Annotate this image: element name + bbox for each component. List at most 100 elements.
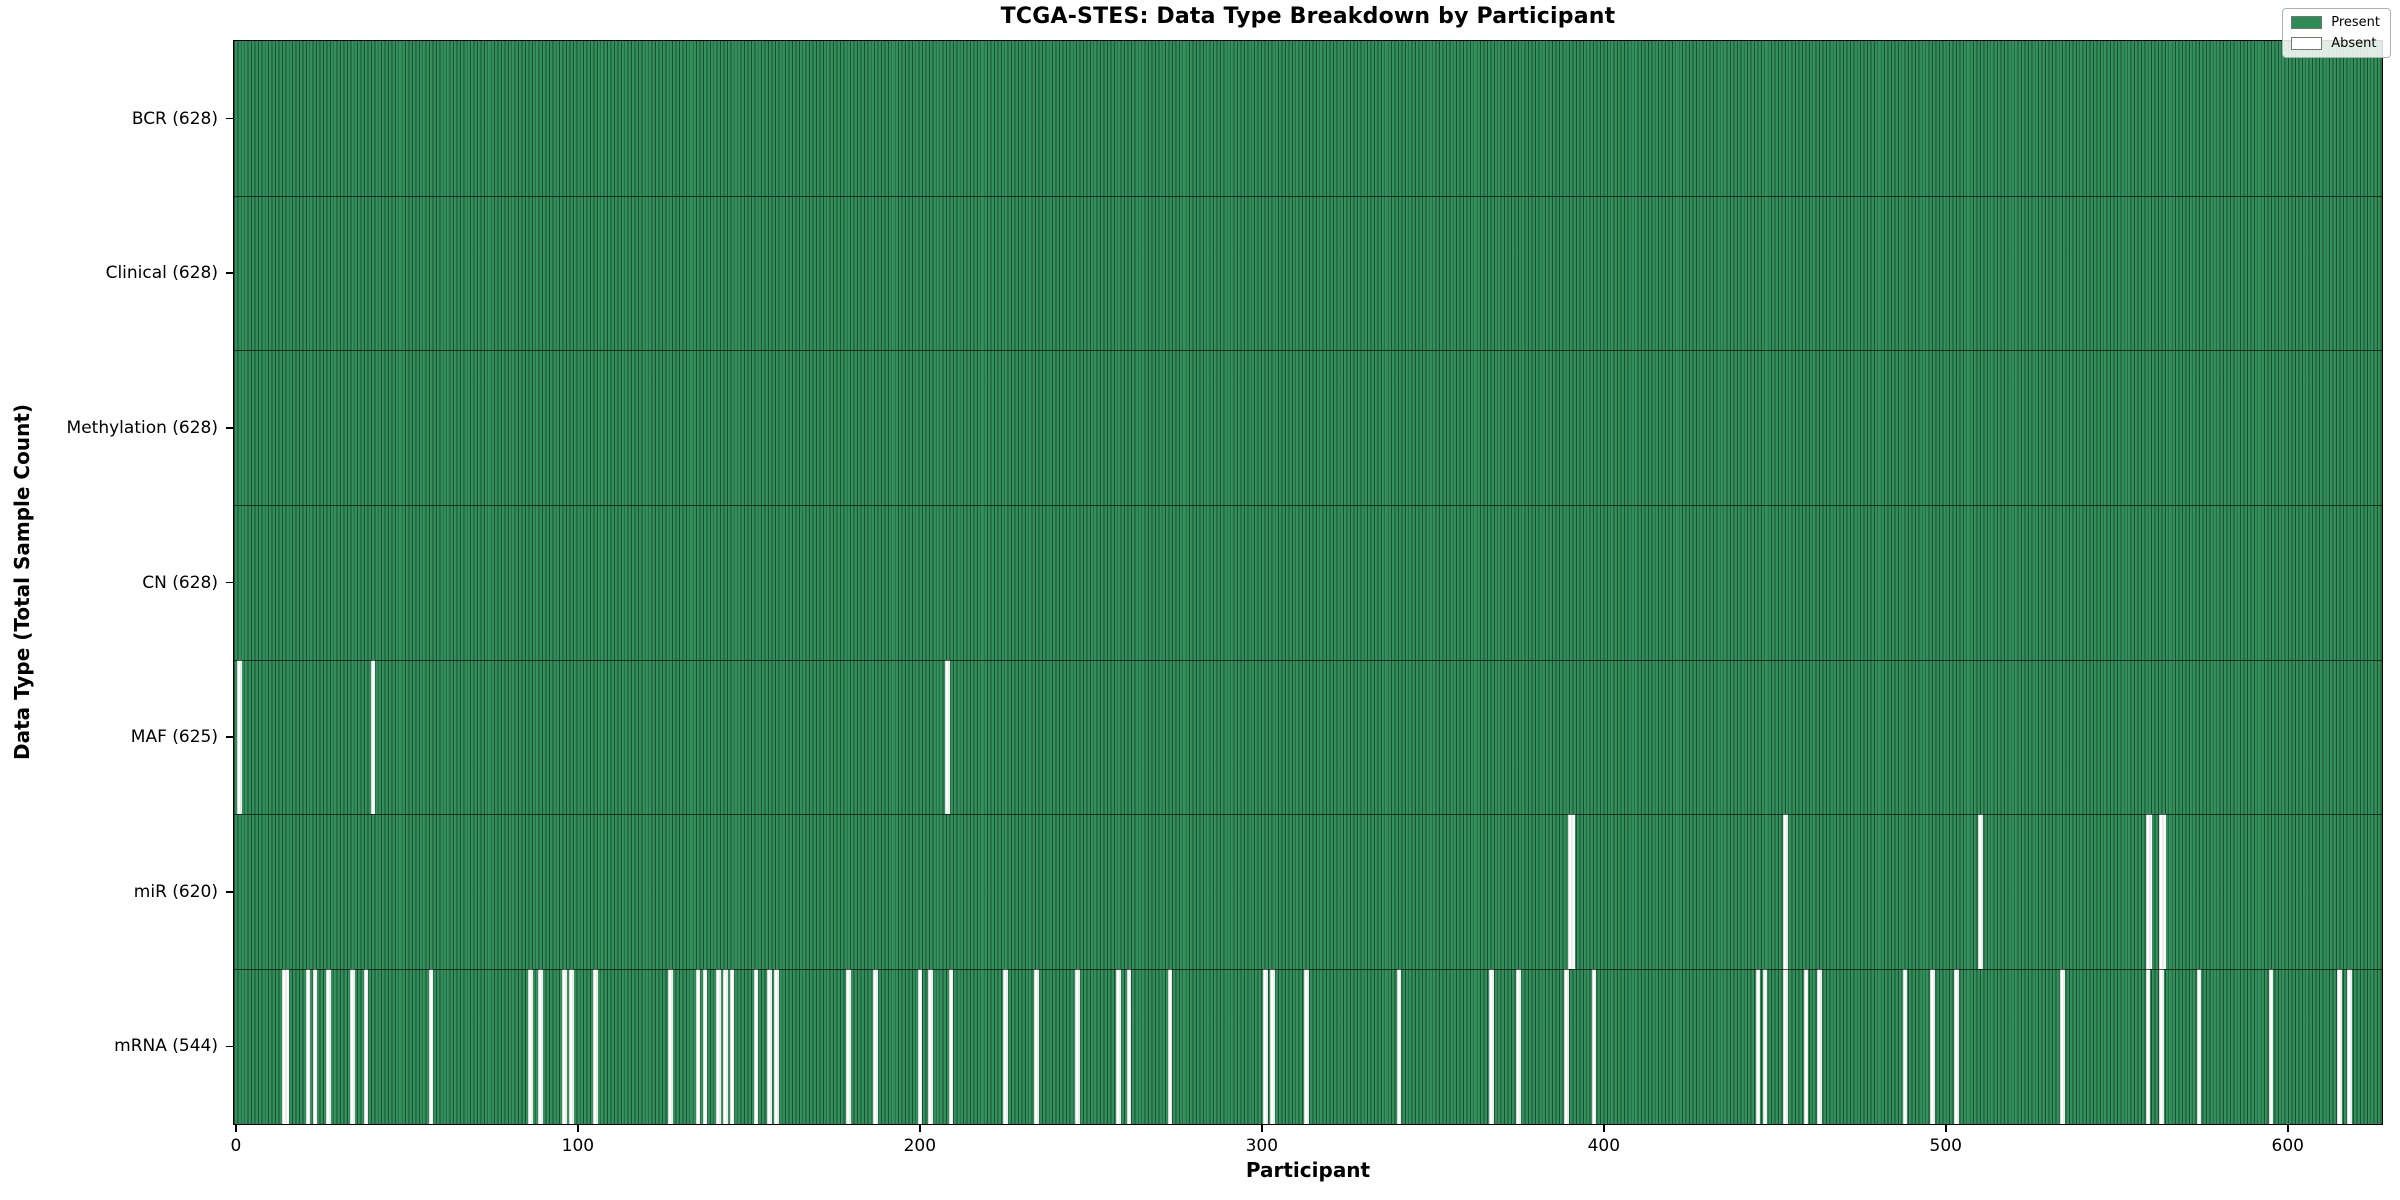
y-tick-label-Methylation: Methylation (628): [66, 417, 218, 438]
absent-stripe: [428, 968, 434, 1124]
x-tick-mark: [919, 1125, 921, 1132]
absent-stripe: [1003, 968, 1008, 1124]
heatmap-row-mRNA: [234, 968, 2382, 1124]
absent-stripe: [2145, 814, 2153, 969]
x-tick-mark: [235, 1125, 237, 1132]
row-divider: [234, 195, 2382, 197]
absent-stripe: [2145, 968, 2151, 1124]
row-divider: [234, 659, 2382, 661]
x-tick-mark: [2287, 1125, 2289, 1132]
x-axis-label: Participant: [1245, 1158, 1371, 1182]
chart-title: TCGA-STES: Data Type Breakdown by Partic…: [1000, 4, 1616, 29]
absent-stripe: [1817, 968, 1822, 1124]
absent-stripe: [312, 968, 318, 1124]
heatmap-row-Methylation: [234, 350, 2382, 505]
row-divider: [234, 814, 2382, 816]
absent-stripe: [1396, 968, 1402, 1124]
heatmap-row-miR: [234, 814, 2382, 969]
x-tick-label-200: 200: [903, 1136, 937, 1156]
absent-stripe: [370, 659, 376, 815]
x-tick-mark: [1603, 1125, 1605, 1132]
absent-stripe: [1263, 968, 1268, 1124]
absent-stripe: [1902, 968, 1908, 1124]
absent-swatch-icon: [2291, 37, 2323, 50]
y-tick-label-BCR: BCR (628): [131, 108, 218, 129]
absent-stripe: [1954, 968, 1959, 1124]
y-tick-mark: [226, 117, 233, 120]
absent-stripe: [774, 968, 779, 1124]
row-divider: [234, 968, 2382, 970]
absent-stripe: [1167, 968, 1173, 1124]
y-tick-mark: [226, 736, 233, 738]
absent-stripe: [237, 659, 242, 815]
heatmap-row-Clinical: [234, 195, 2382, 351]
absent-stripe: [702, 968, 707, 1124]
absent-stripe: [1304, 968, 1309, 1124]
absent-stripe: [350, 968, 355, 1124]
x-tick-label-0: 0: [230, 1136, 242, 1156]
present-swatch-icon: [2291, 16, 2323, 29]
y-tick-label-miR: miR (620): [133, 881, 218, 902]
absent-stripe: [305, 968, 311, 1124]
legend: Present Absent: [2282, 8, 2391, 58]
absent-stripe: [1516, 968, 1521, 1124]
x-tick-mark: [1945, 1125, 1947, 1132]
absent-stripe: [1034, 968, 1039, 1124]
absent-stripe: [1783, 968, 1788, 1124]
x-tick-label-500: 500: [1929, 1136, 1963, 1156]
absent-stripe: [2159, 968, 2164, 1124]
y-tick-mark: [226, 427, 233, 429]
absent-stripe: [723, 968, 728, 1124]
row-divider: [234, 350, 2382, 352]
absent-stripe: [1978, 814, 1983, 969]
absent-stripe: [928, 968, 933, 1124]
absent-stripe: [2060, 968, 2065, 1124]
x-tick-mark: [577, 1125, 579, 1132]
x-tick-label-400: 400: [1587, 1136, 1621, 1156]
absent-stripe: [1567, 814, 1575, 969]
plot-area: [233, 40, 2383, 1125]
absent-stripe: [1075, 968, 1080, 1124]
x-tick-label-600: 600: [2271, 1136, 2304, 1156]
absent-stripe: [1783, 814, 1788, 969]
absent-stripe: [2268, 968, 2274, 1124]
absent-stripe: [1803, 968, 1809, 1124]
absent-stripe: [363, 968, 369, 1124]
absent-stripe: [1116, 968, 1121, 1124]
absent-stripe: [1591, 968, 1597, 1124]
absent-stripe: [1489, 968, 1494, 1124]
absent-stripe: [562, 968, 567, 1124]
legend-label: Absent: [2331, 36, 2377, 51]
absent-stripe: [538, 968, 543, 1124]
absent-stripe: [846, 968, 851, 1124]
absent-stripe: [1564, 968, 1569, 1124]
absent-stripe: [1930, 968, 1935, 1124]
x-tick-label-300: 300: [1245, 1136, 1279, 1156]
absent-stripe: [281, 968, 289, 1124]
absent-stripe: [2337, 968, 2342, 1124]
absent-stripe: [668, 968, 673, 1124]
absent-stripe: [948, 968, 954, 1124]
heatmap-row-BCR: [234, 41, 2382, 196]
legend-entry-absent: Absent: [2291, 36, 2380, 51]
absent-stripe: [2347, 968, 2352, 1124]
absent-stripe: [326, 968, 331, 1124]
absent-stripe: [1755, 968, 1761, 1124]
absent-stripe: [767, 968, 772, 1124]
absent-stripe: [1126, 968, 1132, 1124]
absent-stripe: [569, 968, 574, 1124]
heatmap-row-CN: [234, 504, 2382, 660]
heatmap-row-MAF: [234, 659, 2382, 815]
absent-stripe: [753, 968, 759, 1124]
legend-label: Present: [2331, 15, 2380, 30]
absent-stripe: [1762, 968, 1768, 1124]
absent-stripe: [945, 659, 950, 815]
absent-stripe: [917, 968, 923, 1124]
y-tick-mark: [226, 1045, 233, 1048]
absent-stripe: [873, 968, 878, 1124]
y-axis-label: Data Type (Total Sample Count): [10, 403, 34, 761]
absent-stripe: [695, 968, 701, 1124]
y-tick-label-Clinical: Clinical (628): [105, 263, 218, 284]
absent-stripe: [2196, 968, 2202, 1124]
